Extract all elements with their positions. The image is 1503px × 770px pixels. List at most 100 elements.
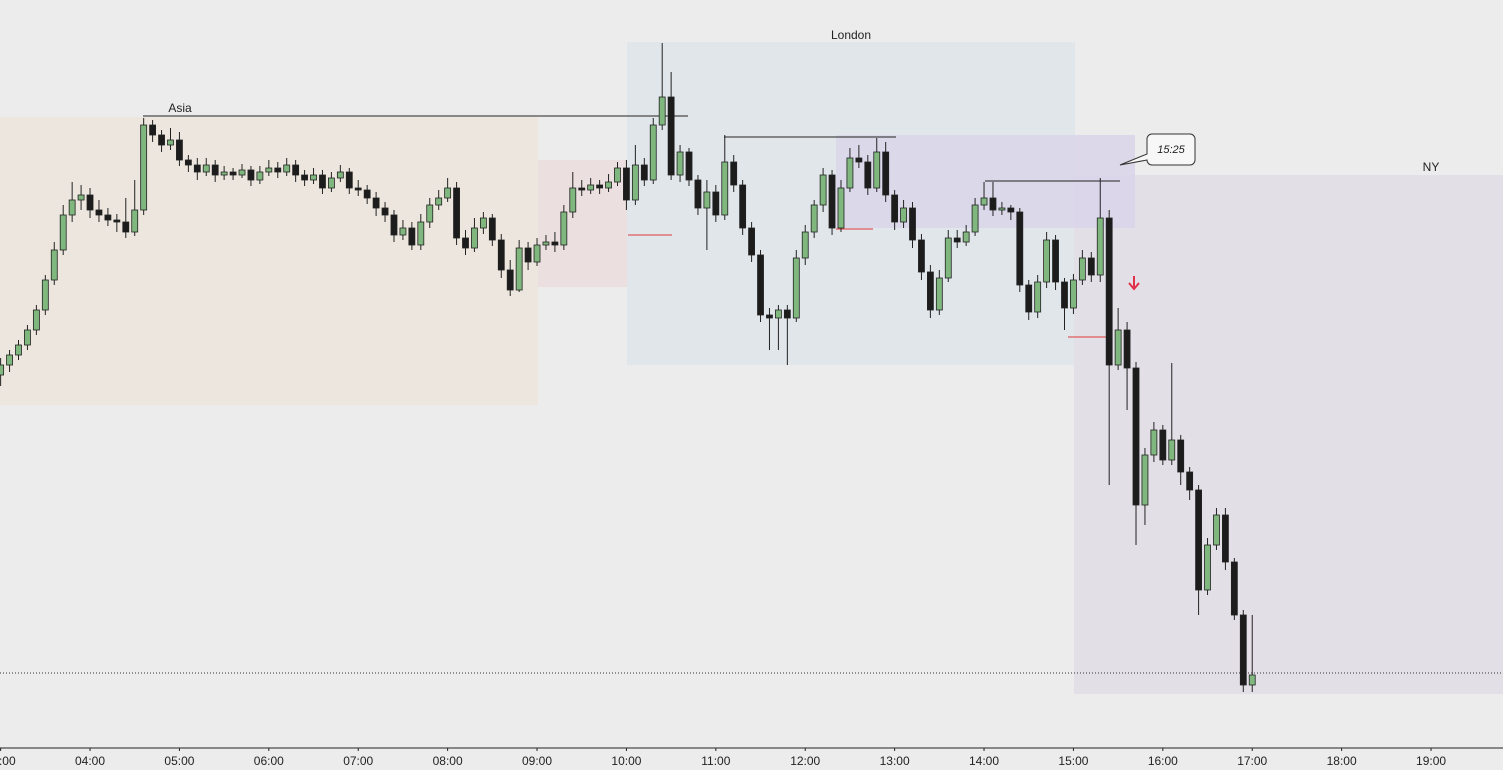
candle-body (980, 197, 988, 206)
candle-body (989, 197, 997, 211)
candle-body (488, 217, 496, 241)
candle-body (86, 194, 94, 211)
x-tick-label: 17:00 (1237, 754, 1267, 768)
candle-body (426, 204, 434, 223)
x-tick-label: 18:00 (1327, 754, 1357, 768)
candle-body (417, 221, 425, 246)
candle-body (1070, 279, 1077, 309)
candle-body (918, 239, 925, 273)
candle-body (891, 194, 899, 223)
candle-body (926, 271, 934, 311)
candle-body (1159, 429, 1167, 461)
candle-body (855, 157, 863, 163)
candle-body (354, 187, 362, 191)
candle-body (1034, 281, 1042, 313)
candle-body (962, 231, 970, 243)
x-tick-label: 07:00 (343, 754, 373, 768)
candle-body (623, 167, 630, 201)
candle-body (748, 227, 755, 256)
x-tick-label: 10:00 (611, 754, 641, 768)
candle-body (1105, 217, 1113, 366)
candle-body (471, 227, 478, 249)
candle-body (712, 191, 720, 216)
candle-body (640, 164, 648, 181)
candle-body (149, 124, 157, 136)
candle-body (77, 194, 85, 201)
candle-body (783, 309, 791, 319)
candle-body (1150, 429, 1158, 456)
candle-body (667, 96, 675, 176)
candle-body (837, 187, 845, 229)
candle-body (345, 171, 353, 189)
candle-body (301, 174, 308, 181)
callout-text: 15:25 (1157, 144, 1185, 156)
candle-body (551, 241, 559, 246)
candle-body (1025, 284, 1033, 313)
pre-london-box (538, 160, 628, 287)
x-tick-label: 04:00 (75, 754, 105, 768)
candle-body (694, 179, 702, 209)
candle-body (158, 134, 165, 146)
candle-body (238, 169, 246, 176)
candle-body (864, 161, 872, 189)
candle-body (524, 247, 532, 263)
candle-body (560, 211, 568, 246)
candle-body (1087, 257, 1095, 276)
candle-body (1132, 367, 1140, 506)
x-tick-label: 12:00 (790, 754, 820, 768)
candle-body (658, 96, 666, 126)
candle-body (24, 329, 31, 346)
candle-body (1061, 281, 1068, 309)
x-tick-label: 16:00 (1148, 754, 1178, 768)
candle-body (1016, 211, 1024, 286)
candle-body (721, 161, 729, 216)
x-tick-label: 13:00 (880, 754, 910, 768)
candle-body (757, 254, 764, 316)
candle-body (766, 314, 773, 319)
candle-body (32, 309, 40, 331)
candle-body (462, 237, 469, 249)
candle-body (676, 151, 684, 176)
candle-body (846, 157, 854, 189)
candle-body (211, 164, 219, 176)
candle-body (310, 174, 317, 181)
candle-body (515, 247, 523, 291)
candle-body (202, 164, 210, 173)
candle-body (801, 231, 809, 259)
candle-body (6, 354, 13, 366)
candle-body (247, 169, 255, 181)
candle-body (41, 279, 49, 311)
candle-body (1239, 614, 1247, 686)
candle-body (775, 309, 782, 319)
candle-body (453, 187, 460, 239)
candle-body (792, 257, 800, 319)
candle-body (229, 171, 237, 176)
candle-body (569, 187, 577, 213)
candle-body (381, 207, 389, 216)
candle-body (292, 164, 300, 176)
candle-body (1007, 207, 1015, 213)
candle-body (167, 139, 174, 146)
candle-body (95, 209, 103, 216)
candle-body (479, 217, 487, 229)
candle-body (140, 124, 148, 211)
candle-body (68, 199, 76, 216)
callout-bubble (1119, 133, 1196, 166)
candle-body (1168, 439, 1176, 461)
candle-body (1213, 514, 1220, 546)
down-arrow (1128, 276, 1140, 291)
candle-body (614, 167, 621, 183)
candle-body (1248, 674, 1256, 686)
session-label: Asia (168, 101, 192, 115)
candle-body (50, 249, 58, 281)
candle-body (283, 164, 291, 173)
candle-body (533, 244, 541, 263)
candle-body (605, 181, 612, 189)
candle-body (1177, 439, 1185, 473)
candle-body (935, 277, 943, 311)
candle-body (497, 239, 505, 271)
candle-body (828, 174, 836, 229)
candle-body (810, 204, 818, 233)
candle-body (113, 219, 121, 223)
candle-body (506, 269, 514, 291)
